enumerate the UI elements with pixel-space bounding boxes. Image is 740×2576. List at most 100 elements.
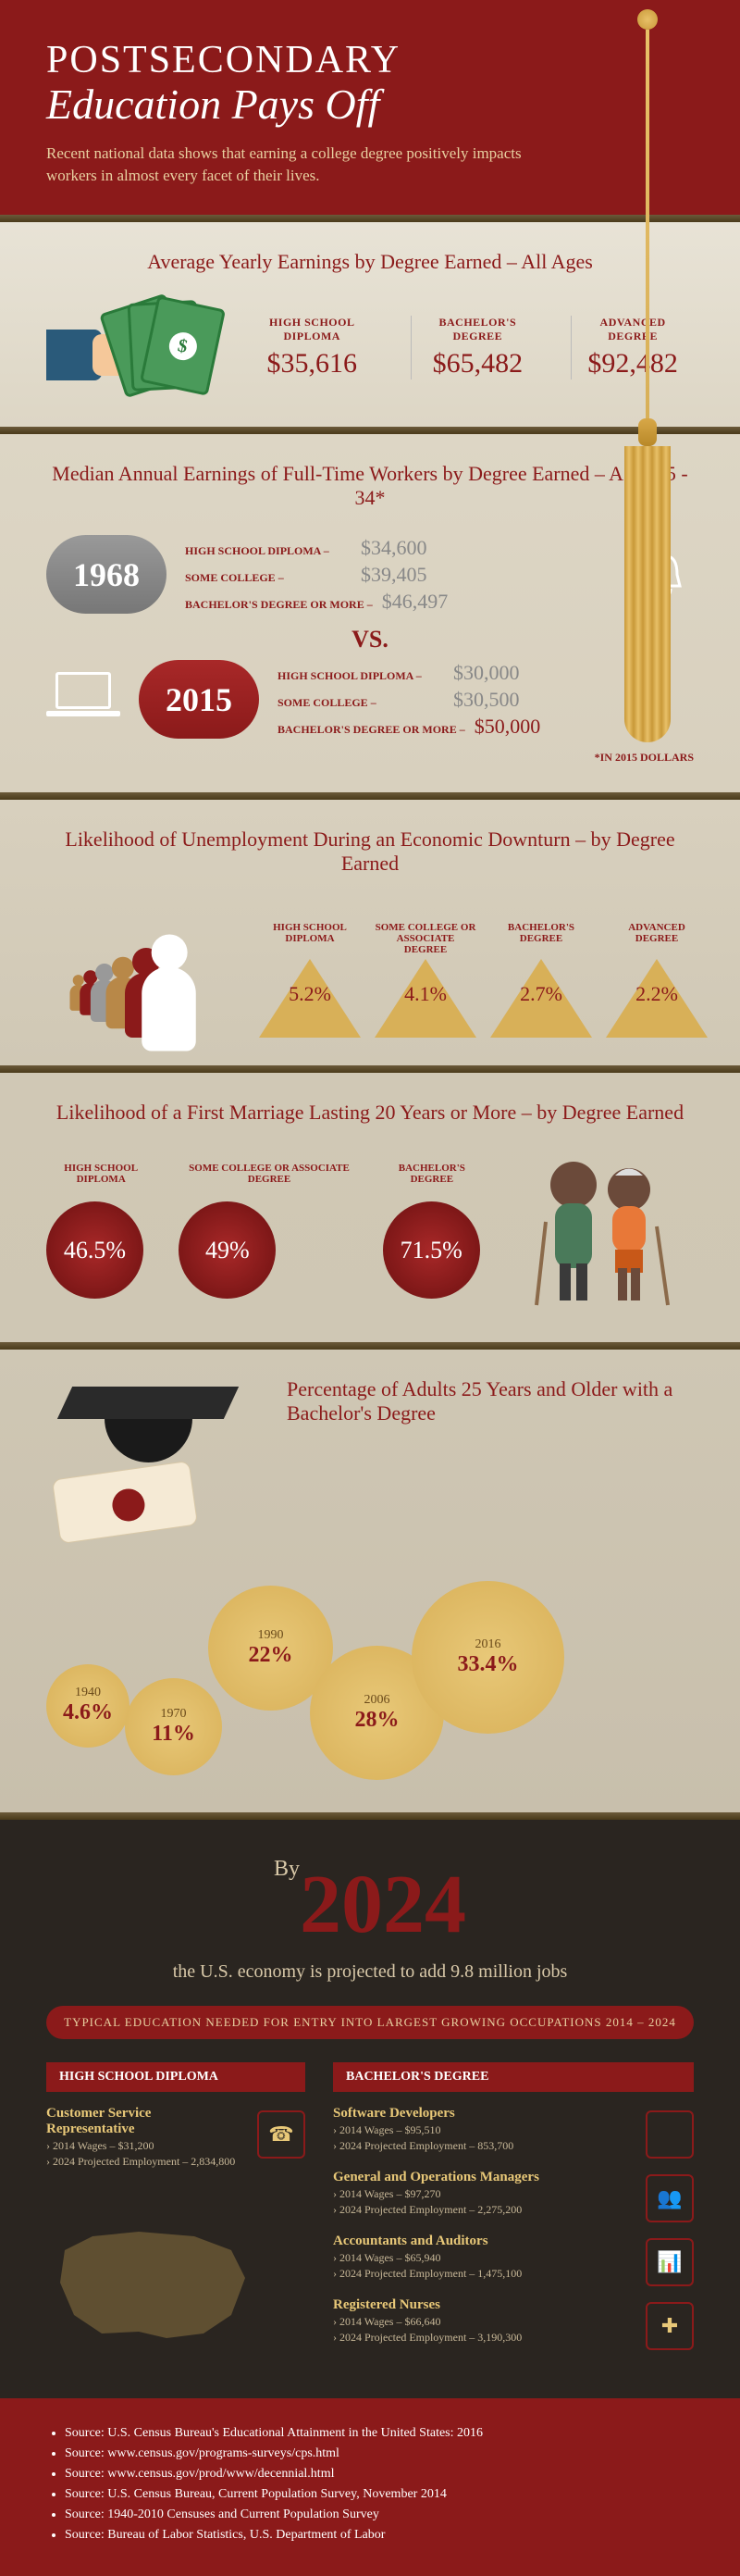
tassel-icon [620, 9, 675, 731]
s5-title: Percentage of Adults 25 Years and Older … [287, 1377, 694, 1425]
job-wage: › 2014 Wages – $95,510 [333, 2123, 629, 2137]
job-wage: › 2014 Wages – $97,270 [333, 2187, 629, 2201]
section-unemployment: Likelihood of Unemployment During an Eco… [0, 800, 740, 1065]
med-label: HIGH SCHOOL DIPLOMA – [278, 669, 444, 683]
med-label: HIGH SCHOOL DIPLOMA – [185, 544, 352, 558]
job-employment: › 2024 Projected Employment – 853,700 [333, 2139, 629, 2153]
money-hand-icon: $$$ [46, 297, 213, 399]
med-value: $46,497 [382, 590, 449, 614]
laptop-icon [46, 672, 120, 728]
sources: Source: U.S. Census Bureau's Educational… [0, 2398, 740, 2576]
job-title: Customer Service Representative [46, 2106, 240, 2137]
job-icon: ☎ [257, 2110, 305, 2159]
bubble: 19404.6% [46, 1664, 130, 1748]
unemp-value: 2.7% [504, 982, 578, 1006]
earn-label: HIGH SCHOOL DIPLOMA [254, 316, 369, 343]
section-marriage: Likelihood of a First Marriage Lasting 2… [0, 1073, 740, 1342]
job-wage: › 2014 Wages – $65,940 [333, 2251, 629, 2265]
title-rest: Education Pays Off [46, 81, 379, 128]
title-caps: POSTSECONDARY [46, 39, 401, 81]
footnote: *IN 2015 DOLLARS [46, 751, 694, 765]
jobs-projection: the U.S. economy is projected to add 9.8… [46, 1961, 694, 1983]
job-wage: › 2014 Wages – $31,200 [46, 2139, 240, 2153]
header: POSTSECONDARY Education Pays Off Recent … [0, 0, 740, 215]
unemp-label: BACHELOR'S DEGREE [490, 922, 592, 950]
subtitle: Recent national data shows that earning … [46, 143, 546, 187]
source-item: Source: www.census.gov/programs-surveys/… [65, 2446, 694, 2461]
med-label: BACHELOR'S DEGREE OR MORE – [185, 598, 373, 612]
bubble-pct: 4.6% [63, 1700, 113, 1725]
earn-value: $65,482 [426, 348, 529, 380]
job-employment: › 2024 Projected Employment – 2,275,200 [333, 2203, 629, 2217]
bubble-year: 1940 [75, 1686, 101, 1700]
bubble-chart: 19404.6%197011%199022%200628%201633.4% [46, 1581, 694, 1785]
education-header: TYPICAL EDUCATION NEEDED FOR ENTRY INTO … [46, 2006, 694, 2039]
bubble-pct: 11% [152, 1722, 195, 1747]
bubble: 197011% [125, 1678, 222, 1775]
job-title: General and Operations Managers [333, 2170, 629, 2185]
s2-title: Median Annual Earnings of Full-Time Work… [46, 462, 694, 510]
unemp-label: ADVANCED DEGREE [606, 922, 708, 950]
earn-value: $35,616 [254, 348, 369, 380]
source-item: Source: U.S. Census Bureau, Current Popu… [65, 2487, 694, 2502]
bubble-pct: 33.4% [458, 1652, 519, 1677]
job-icon: 👥 [646, 2174, 694, 2222]
s3-title: Likelihood of Unemployment During an Eco… [46, 828, 694, 876]
unemp-value: 2.2% [620, 982, 694, 1006]
bubble-pct: 22% [249, 1643, 293, 1668]
section-jobs: By2024 the U.S. economy is projected to … [0, 1820, 740, 2398]
unemp-label: SOME COLLEGE OR ASSOCIATE DEGREE [375, 922, 476, 950]
section-bachelors-pct: Percentage of Adults 25 Years and Older … [0, 1350, 740, 1812]
earn-label: BACHELOR'S DEGREE [426, 316, 529, 343]
job-title: Software Developers [333, 2106, 629, 2122]
med-label: SOME COLLEGE – [278, 696, 444, 710]
job-title: Registered Nurses [333, 2297, 629, 2313]
main-title: POSTSECONDARY Education Pays Off [46, 37, 694, 129]
mar-label: HIGH SCHOOL DIPLOMA [46, 1163, 155, 1190]
by-year: 2024 [300, 1859, 466, 1950]
med-value: $50,000 [475, 715, 541, 739]
med-label: BACHELOR'S DEGREE OR MORE – [278, 723, 465, 737]
job-employment: › 2024 Projected Employment – 3,190,300 [333, 2331, 629, 2345]
source-item: Source: 1940-2010 Censuses and Current P… [65, 2508, 694, 2522]
unemp-value: 5.2% [273, 982, 347, 1006]
unemp-label: HIGH SCHOOL DIPLOMA [259, 922, 361, 950]
job-icon [646, 2110, 694, 2159]
bubble-pct: 28% [355, 1708, 400, 1733]
mar-value: 46.5% [46, 1201, 143, 1299]
job-item: Accountants and Auditors› 2014 Wages – $… [333, 2234, 694, 2281]
bubble-year: 1970 [161, 1707, 187, 1722]
s1-title: Average Yearly Earnings by Degree Earned… [46, 250, 694, 274]
job-item: Software Developers› 2014 Wages – $95,51… [333, 2106, 694, 2153]
us-map-icon [46, 2213, 259, 2352]
med-label: SOME COLLEGE – [185, 571, 352, 585]
job-item: General and Operations Managers › 2014 Wa… [333, 2170, 694, 2217]
year-badge-1968: 1968 [46, 535, 166, 614]
job-item: Customer Service Representative › 2014 Wa… [46, 2106, 305, 2169]
ba-column-head: BACHELOR'S DEGREE [333, 2062, 694, 2092]
elderly-couple-icon [509, 1148, 694, 1314]
by-label: By [274, 1857, 300, 1881]
med-value: $34,600 [361, 536, 427, 560]
s4-title: Likelihood of a First Marriage Lasting 2… [46, 1101, 694, 1125]
mar-value: 71.5% [383, 1201, 480, 1299]
job-item: Registered Nurses› 2014 Wages – $66,640›… [333, 2297, 694, 2345]
source-item: Source: U.S. Census Bureau's Educational… [65, 2426, 694, 2441]
mar-value: 49% [179, 1201, 276, 1299]
people-icon [46, 899, 231, 1038]
job-employment: › 2024 Projected Employment – 2,834,800 [46, 2155, 240, 2169]
grad-cap-icon [46, 1377, 268, 1562]
job-employment: › 2024 Projected Employment – 1,475,100 [333, 2267, 629, 2281]
mar-label: BACHELOR'S DEGREE [383, 1163, 481, 1190]
bubble: 201633.4% [412, 1581, 564, 1734]
source-item: Source: Bureau of Labor Statistics, U.S.… [65, 2528, 694, 2543]
med-value: $30,000 [453, 661, 520, 685]
med-value: $30,500 [453, 688, 520, 712]
vs-label: VS. [46, 626, 694, 653]
hs-column-head: HIGH SCHOOL DIPLOMA [46, 2062, 305, 2092]
bubble-year: 2006 [364, 1693, 390, 1708]
unemp-value: 4.1% [388, 982, 462, 1006]
job-icon: 📊 [646, 2238, 694, 2286]
year-badge-2015: 2015 [139, 660, 259, 739]
med-value: $39,405 [361, 563, 427, 587]
